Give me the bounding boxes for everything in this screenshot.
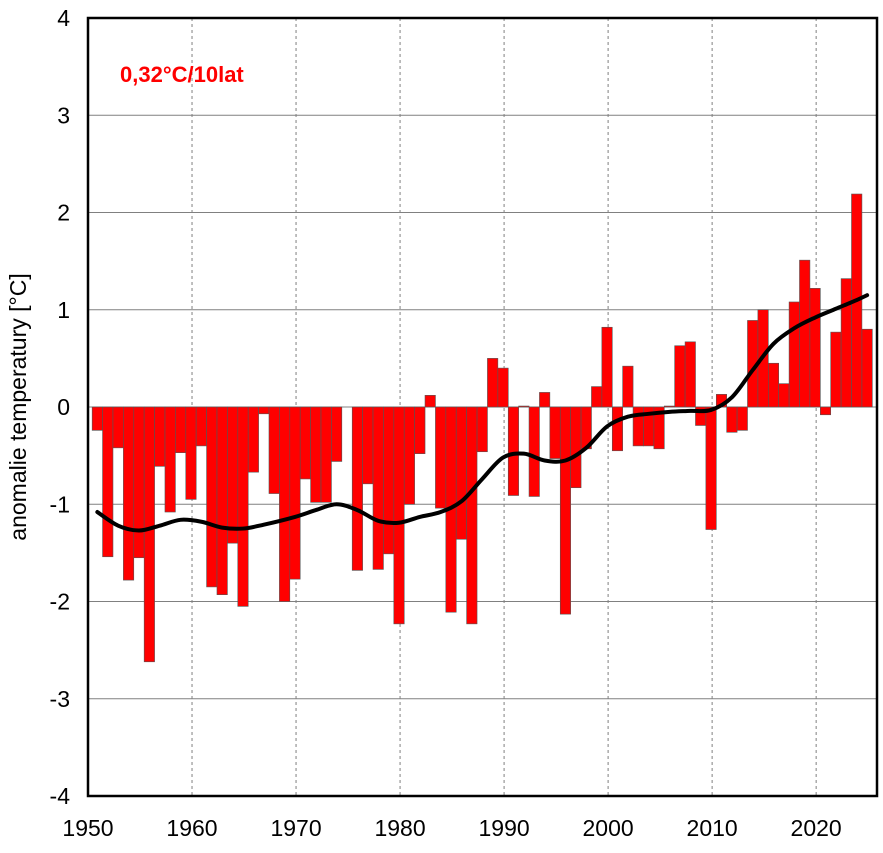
bar-1955 — [133, 406, 145, 559]
bar-2021 — [820, 406, 832, 416]
bar-1992 — [518, 405, 530, 408]
y-axis-label: anomalie temperatury [°C] — [5, 273, 31, 540]
bar-1954 — [123, 406, 135, 581]
x-tick-label: 2010 — [687, 815, 738, 841]
y-tick-label: -1 — [50, 491, 70, 517]
x-tick-label: 1960 — [166, 815, 217, 841]
bar-1980 — [393, 406, 405, 625]
bar-1995 — [549, 406, 561, 459]
bar-2019 — [799, 259, 811, 408]
bar-2016 — [767, 362, 780, 408]
bar-2022 — [830, 331, 842, 408]
bar-1994 — [539, 392, 551, 408]
bar-1971 — [299, 406, 311, 480]
bar-1984 — [435, 406, 447, 509]
bar-1965 — [237, 406, 249, 607]
bar-2018 — [788, 301, 800, 408]
bar-1961 — [195, 406, 207, 447]
y-tick-labels: -4 -3 -2 -1 0 1 2 3 4 — [50, 5, 71, 809]
bar-1967 — [258, 406, 270, 415]
bar-1962 — [206, 406, 218, 588]
y-tick-label: 4 — [57, 5, 70, 31]
bar-1982 — [414, 406, 426, 454]
bar-1978 — [372, 406, 384, 570]
bar-1999 — [591, 386, 603, 408]
y-tick-label: -3 — [50, 686, 70, 712]
bar-2005 — [653, 406, 665, 450]
trend-annotation: 0,32°C/10lat — [120, 62, 244, 87]
bar-2001 — [611, 406, 623, 452]
bar-1983 — [424, 395, 436, 408]
bar-1987 — [466, 406, 478, 625]
bar-1959 — [175, 406, 187, 454]
bar-2025 — [861, 328, 873, 408]
bar-1990 — [497, 367, 509, 408]
bar-2010 — [705, 406, 717, 530]
bar-1972 — [310, 406, 322, 503]
bar-2006 — [663, 405, 675, 408]
y-tick-label: 1 — [57, 297, 70, 323]
bar-2008 — [684, 341, 696, 408]
plot-frame — [86, 16, 879, 798]
bar-2002 — [622, 365, 634, 408]
x-tick-label: 2000 — [583, 815, 634, 841]
y-tick-label: -2 — [50, 589, 70, 615]
bar-1981 — [403, 406, 415, 505]
x-tick-label: 1950 — [62, 815, 113, 841]
bar-1997 — [570, 406, 582, 489]
bar-1960 — [185, 406, 197, 500]
bar-1996 — [559, 406, 571, 615]
bar-1976 — [351, 406, 363, 571]
bar-1958 — [164, 406, 176, 513]
bar-1952 — [102, 406, 114, 558]
bar-2012 — [726, 406, 738, 433]
bar-1964 — [227, 406, 239, 544]
bar-2007 — [674, 345, 686, 408]
bar-1951 — [91, 406, 103, 431]
bar-2023 — [840, 278, 852, 408]
bar-2020 — [809, 288, 821, 408]
bar-1968 — [268, 406, 280, 494]
x-tick-label: 1980 — [374, 815, 425, 841]
x-tick-labels: 1950 1960 1970 1980 1990 2000 2010 2020 — [62, 815, 841, 841]
x-tick-label: 1990 — [478, 815, 529, 841]
bar-1956 — [143, 406, 155, 663]
y-tick-label: 2 — [57, 200, 70, 226]
bar-1977 — [362, 406, 374, 485]
x-tick-label: 1970 — [270, 815, 321, 841]
bar-2017 — [778, 383, 790, 408]
bar-1969 — [279, 406, 291, 602]
x-tick-label: 2020 — [791, 815, 842, 841]
y-tick-label: 3 — [57, 102, 70, 128]
bar-1989 — [487, 358, 499, 408]
bar-1953 — [112, 406, 124, 449]
bar-1979 — [383, 406, 395, 555]
bar-1970 — [289, 406, 301, 580]
trend-line — [95, 293, 870, 533]
y-tick-label: 0 — [57, 394, 70, 420]
bar-1993 — [528, 406, 540, 497]
bar-1973 — [320, 406, 332, 503]
bar-1957 — [154, 406, 166, 467]
bar-2000 — [601, 326, 613, 408]
bar-1966 — [247, 406, 259, 473]
bar-1988 — [476, 406, 488, 453]
bar-1974 — [331, 406, 343, 462]
bars — [91, 193, 873, 663]
y-tick-label: -4 — [50, 783, 71, 809]
bar-1963 — [216, 406, 228, 595]
bar-1991 — [507, 406, 519, 496]
bar-2013 — [736, 406, 748, 431]
bar-1986 — [455, 406, 467, 540]
